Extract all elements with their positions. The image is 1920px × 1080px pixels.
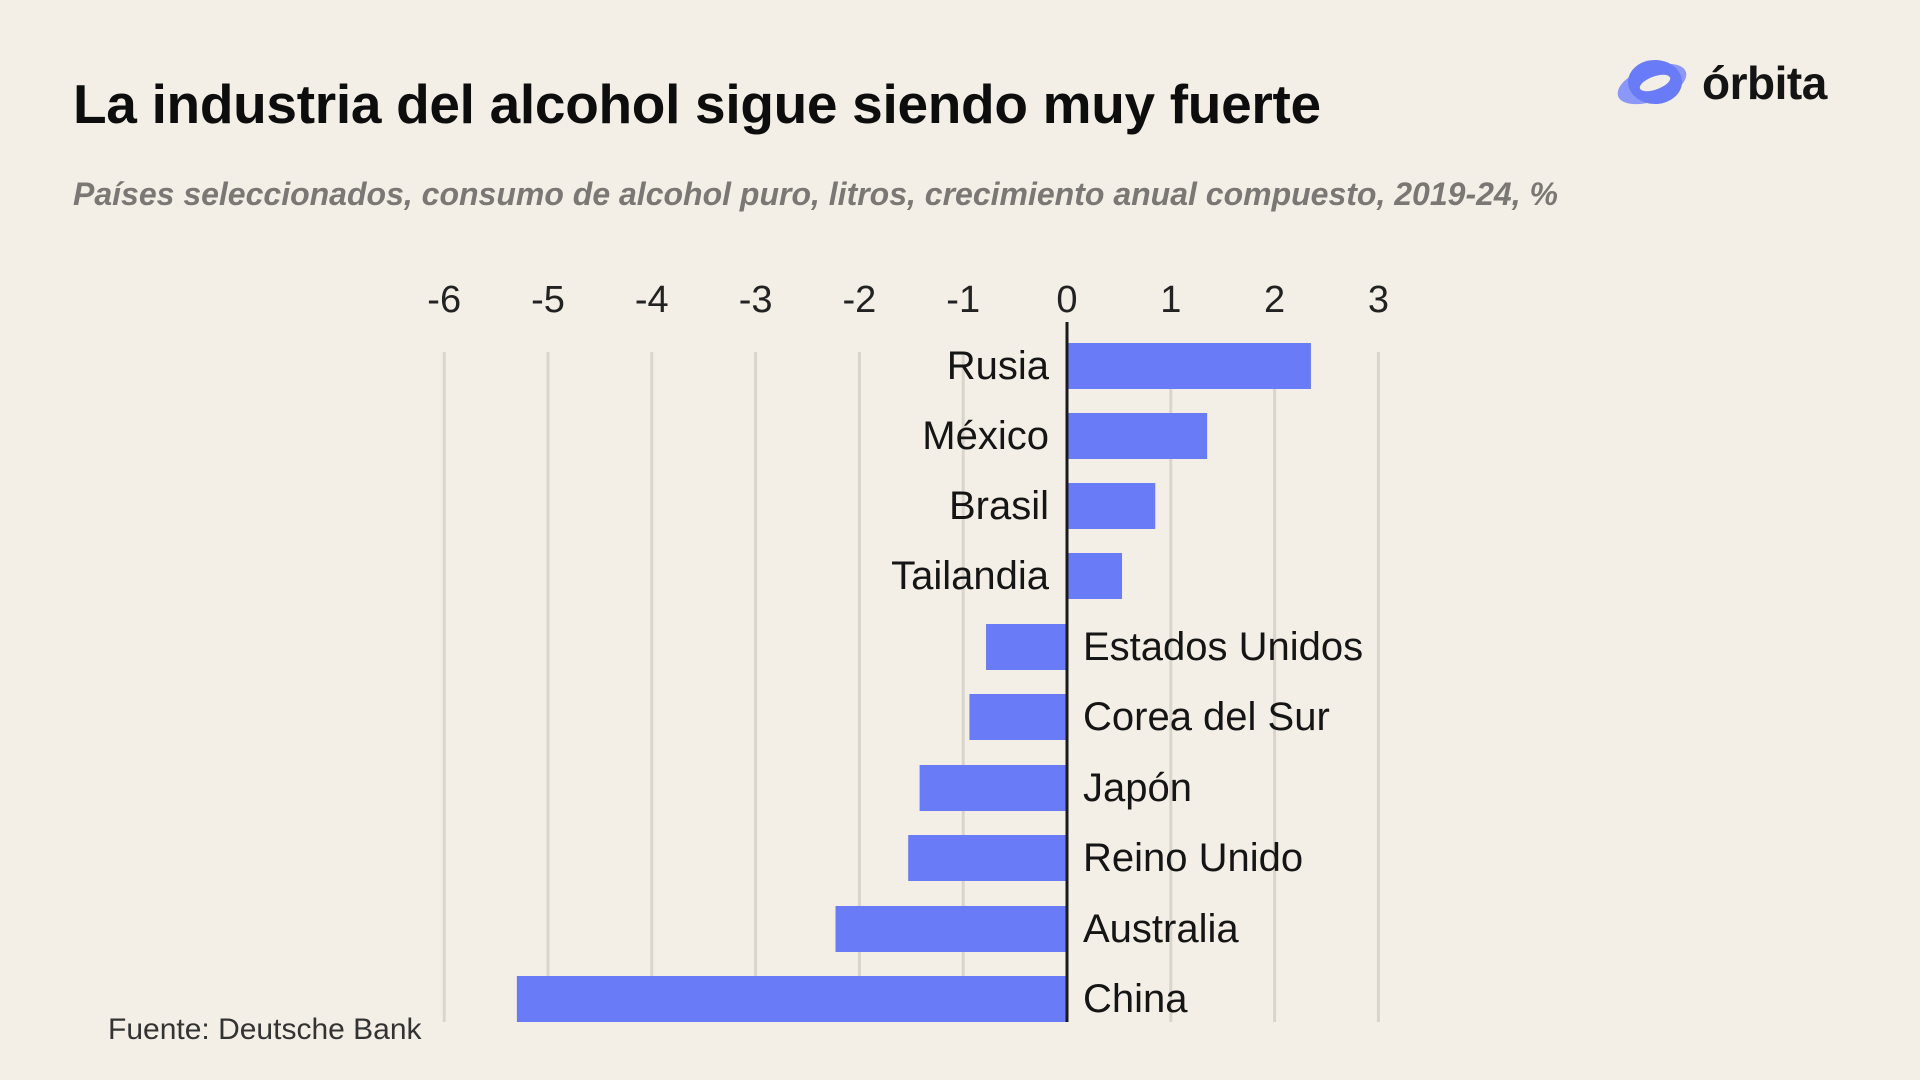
x-tick-label: -2 <box>843 279 877 321</box>
category-label: Australia <box>1083 907 1239 951</box>
source-note: Fuente: Deutsche Bank <box>108 1013 422 1046</box>
x-tick-label: 2 <box>1264 279 1285 321</box>
category-label: Japón <box>1083 766 1192 810</box>
x-tick-label: 3 <box>1368 279 1389 321</box>
x-tick-label: -3 <box>739 279 773 321</box>
category-label: Brasil <box>949 484 1049 528</box>
category-label: Corea del Sur <box>1083 695 1330 739</box>
bar <box>516 976 1067 1022</box>
chart-title: La industria del alcohol sigue siendo mu… <box>73 73 1321 135</box>
category-label: Rusia <box>947 344 1050 388</box>
brand-logo: órbita <box>1612 48 1827 118</box>
bar <box>835 906 1067 952</box>
x-axis-ticks: -6 -5 -4 -3 -2 -1 0 1 2 3 <box>427 279 1389 321</box>
brand-name: órbita <box>1702 57 1827 109</box>
x-tick-label: -4 <box>635 279 669 321</box>
x-tick-label: 0 <box>1056 279 1077 321</box>
orbit-logo-icon <box>1617 60 1687 105</box>
category-label: México <box>922 414 1049 458</box>
x-tick-label: 1 <box>1160 279 1181 321</box>
bar <box>1067 343 1311 389</box>
bar <box>1067 483 1156 529</box>
x-tick-label: -6 <box>427 279 461 321</box>
category-label: Tailandia <box>891 554 1050 598</box>
category-label: China <box>1083 977 1188 1021</box>
bar <box>969 694 1067 740</box>
category-labels: Rusia México Brasil Tailandia Estados Unidos… <box>891 344 1363 1021</box>
bar <box>1067 553 1123 599</box>
bar <box>986 624 1067 670</box>
bars <box>516 343 1311 1022</box>
bar <box>908 835 1067 881</box>
x-tick-label: -1 <box>946 279 980 321</box>
chart-subtitle: Países seleccionados, consumo de alcohol… <box>73 176 1558 212</box>
x-tick-label: -5 <box>531 279 565 321</box>
category-label: Estados Unidos <box>1083 625 1363 669</box>
bar <box>1067 413 1208 459</box>
bar <box>919 765 1067 811</box>
category-label: Reino Unido <box>1083 836 1303 880</box>
